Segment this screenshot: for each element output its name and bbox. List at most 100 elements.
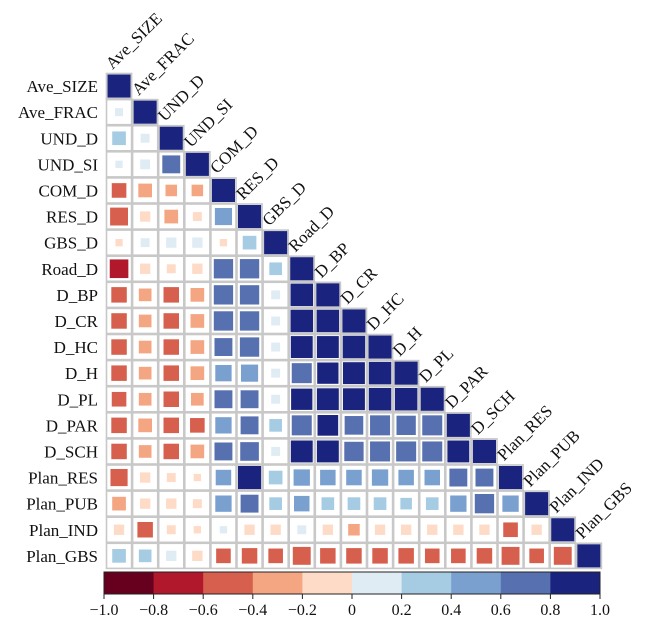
corr-cell: [138, 314, 152, 328]
colorbar-tick-label: −0.6: [189, 602, 218, 619]
corr-cell: [139, 263, 151, 274]
corr-cell: [450, 495, 467, 512]
corr-cell: [371, 469, 389, 486]
column-label: D_CR: [337, 263, 382, 308]
corr-cell: [316, 388, 339, 411]
corr-cell: [342, 309, 366, 333]
corr-cell: [191, 184, 204, 197]
colorbar-segment: [153, 572, 204, 594]
corr-cell: [185, 152, 209, 176]
cell-frame: [157, 281, 185, 309]
colorbar-tick-label: 0.6: [491, 602, 511, 619]
corr-cell: [268, 470, 283, 485]
corr-cell: [163, 365, 179, 381]
corr-cell: [294, 495, 310, 512]
corr-cell: [192, 550, 203, 562]
corr-cell: [472, 439, 496, 463]
corr-cell: [346, 469, 362, 486]
corr-cell: [271, 368, 281, 378]
corr-cell: [398, 548, 414, 564]
corr-cell: [290, 309, 314, 333]
corr-cell: [290, 336, 313, 359]
corr-cell: [140, 159, 151, 170]
corr-cell: [268, 548, 283, 564]
corr-cell: [219, 526, 228, 534]
colorbar-tick-label: −0.4: [238, 602, 267, 619]
corr-cell: [192, 499, 202, 509]
corr-cell: [138, 445, 152, 458]
row-label: Ave_SIZE: [27, 77, 98, 96]
corr-cell: [271, 316, 281, 326]
corr-cell: [553, 546, 572, 565]
corr-cell: [138, 418, 152, 433]
corr-cell: [501, 546, 520, 565]
cell-frame: [184, 177, 211, 204]
corr-cell: [190, 288, 205, 302]
corr-cell: [238, 466, 262, 490]
corr-cell: [163, 287, 179, 303]
corr-cell: [111, 391, 127, 407]
row-label: D_CR: [55, 312, 99, 331]
corr-cell: [138, 392, 152, 406]
corr-cell: [238, 205, 262, 229]
row-label: Plan_GBS: [26, 547, 98, 566]
corr-cell: [344, 441, 364, 462]
corr-cell: [239, 337, 260, 357]
corr-cell: [166, 525, 176, 535]
cell-frame: [340, 516, 368, 544]
corr-cell: [240, 364, 259, 382]
corr-cell: [240, 416, 259, 435]
corr-cell: [138, 549, 152, 563]
corr-cell: [193, 526, 202, 534]
corr-cell: [138, 366, 152, 380]
corr-cell: [291, 415, 312, 436]
row-label: Plan_PUB: [26, 495, 98, 514]
corr-cell: [242, 235, 257, 250]
corr-cell: [316, 309, 340, 333]
corr-cell: [502, 495, 519, 512]
corr-cell: [291, 363, 312, 384]
column-label: D_H: [389, 323, 426, 360]
corr-cell: [370, 441, 391, 462]
corr-cell: [400, 497, 412, 510]
corr-cell: [269, 262, 282, 276]
corr-cell: [138, 340, 152, 354]
row-label: D_PL: [57, 390, 98, 409]
corr-cell: [474, 493, 495, 514]
colorbar-segment: [302, 572, 353, 594]
colorbar-segment: [451, 572, 502, 594]
corr-cell: [503, 522, 518, 538]
corr-cell: [190, 444, 205, 459]
corr-cell: [133, 100, 157, 124]
cell-frame: [340, 464, 368, 491]
corr-cell: [113, 524, 125, 535]
corr-cell: [453, 524, 464, 535]
corr-cell: [271, 342, 281, 352]
corr-cell: [346, 548, 362, 564]
corr-cell: [211, 178, 235, 202]
corr-cell: [239, 259, 260, 279]
corr-cell: [499, 466, 523, 490]
corr-cell: [215, 469, 232, 486]
cell-frame: [184, 229, 211, 257]
cell-frame: [392, 542, 420, 570]
colorbar-tick-label: 0.8: [540, 602, 560, 619]
cell-frame: [105, 229, 133, 257]
corr-cell: [240, 494, 259, 513]
corr-cell: [370, 415, 391, 436]
colorbar-segment: [550, 572, 601, 594]
corr-cell: [291, 388, 313, 410]
corr-cell: [292, 546, 311, 565]
corr-cell: [264, 231, 288, 255]
corr-cell: [344, 416, 364, 435]
corr-cell: [394, 387, 418, 411]
row-label: GBS_D: [44, 234, 98, 253]
colorbar-segment: [203, 572, 254, 594]
cell-frame: [210, 464, 237, 491]
cell-frame: [131, 516, 159, 544]
corr-cell: [190, 314, 205, 328]
corr-cell: [347, 497, 361, 510]
corr-cell: [269, 497, 282, 510]
corr-cell: [425, 497, 439, 510]
corr-cell: [191, 392, 204, 406]
